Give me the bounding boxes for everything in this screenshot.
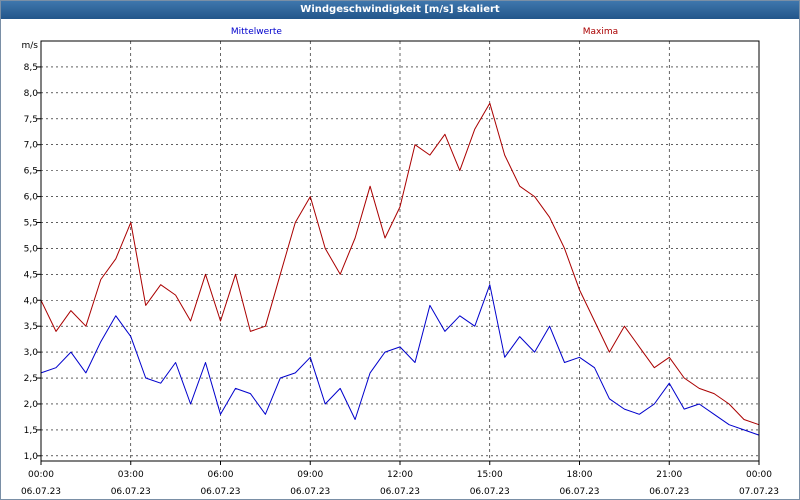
y-tick-label: 2,5 bbox=[24, 374, 38, 384]
y-tick-label: 4,0 bbox=[24, 296, 39, 306]
y-tick-label: 8,5 bbox=[24, 63, 38, 73]
y-tick-label: 3,5 bbox=[24, 322, 38, 332]
x-tick-date-label: 06.07.23 bbox=[200, 487, 240, 497]
x-tick-date-label: 06.07.23 bbox=[559, 487, 599, 497]
y-axis-label: m/s bbox=[22, 41, 39, 51]
x-tick-time-label: 03:00 bbox=[118, 470, 144, 480]
y-tick-label: 6,5 bbox=[24, 167, 38, 177]
y-tick-label: 5,5 bbox=[24, 218, 38, 228]
x-tick-date-label: 06.07.23 bbox=[21, 487, 61, 497]
y-tick-label: 1,0 bbox=[24, 452, 39, 462]
x-tick-time-label: 00:00 bbox=[28, 470, 54, 480]
y-tick-label: 1,5 bbox=[24, 426, 38, 436]
y-tick-label: 8,0 bbox=[24, 89, 39, 99]
y-tick-label: 5,0 bbox=[24, 244, 39, 254]
y-tick-label: 3,0 bbox=[24, 348, 39, 358]
series-line-maxima bbox=[40, 102, 760, 426]
y-tick-label: 4,5 bbox=[24, 270, 38, 280]
x-tick-time-label: 15:00 bbox=[477, 470, 503, 480]
y-tick-label: 2,0 bbox=[24, 400, 39, 410]
y-tick-label: 7,0 bbox=[24, 141, 39, 151]
x-tick-date-label: 06.07.23 bbox=[290, 487, 330, 497]
x-tick-date-label: 06.07.23 bbox=[111, 487, 151, 497]
x-tick-time-label: 09:00 bbox=[297, 470, 323, 480]
x-tick-time-label: 12:00 bbox=[387, 470, 413, 480]
x-tick-time-label: 18:00 bbox=[567, 470, 593, 480]
y-tick-label: 6,0 bbox=[24, 193, 39, 203]
legend-entry-maxima: Maxima bbox=[583, 27, 618, 37]
x-tick-date-label: 07.07.23 bbox=[739, 487, 779, 497]
x-tick-time-label: 06:00 bbox=[208, 470, 234, 480]
window-title: Windgeschwindigkeit [m/s] skaliert bbox=[1, 1, 799, 19]
x-tick-date-label: 06.07.23 bbox=[470, 487, 510, 497]
axes: 1,0 1,5 2,0 2,5 3,0 3,5 4,0 4,5 5,0 5,5 6,0 6,5 7,0 7… bbox=[21, 41, 779, 497]
series-line-mittelwerte bbox=[40, 284, 760, 436]
legend: Mittelwerte Maxima bbox=[231, 27, 618, 37]
grid bbox=[41, 41, 759, 461]
x-tick-date-label: 06.07.23 bbox=[380, 487, 420, 497]
x-tick-date-label: 06.07.23 bbox=[649, 487, 689, 497]
y-tick-label: 7,5 bbox=[24, 115, 38, 125]
x-tick-time-label: 21:00 bbox=[656, 470, 682, 480]
series-group bbox=[40, 102, 760, 436]
legend-entry-mittelwerte: Mittelwerte bbox=[231, 27, 282, 37]
x-tick-time-label: 00:00 bbox=[746, 470, 772, 480]
